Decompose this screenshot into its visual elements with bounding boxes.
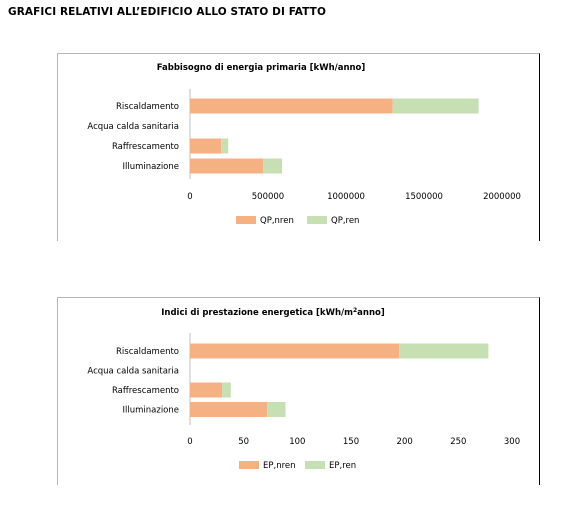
- legend-label: EP,nren: [263, 461, 296, 471]
- chart-energy-demand-frame: Fabbisogno di energia primaria [kWh/anno…: [57, 53, 540, 241]
- bar-ren: [399, 343, 489, 359]
- x-tick-label: 300: [504, 437, 520, 447]
- bar-nren: [190, 98, 393, 114]
- chart-energy-demand: Fabbisogno di energia primaria [kWh/anno…: [87, 63, 521, 226]
- x-tick-label: 1000000: [327, 192, 365, 202]
- category-label: Illuminazione: [123, 406, 180, 416]
- legend-label: QP,ren: [331, 216, 359, 226]
- x-tick-label: 250: [450, 437, 466, 447]
- bar-nren: [190, 138, 222, 154]
- legend-swatch: [307, 216, 327, 224]
- chart-title-end: anno]: [357, 308, 385, 318]
- x-tick-label: 0: [187, 192, 192, 202]
- legend-swatch: [305, 461, 325, 469]
- category-label: Acqua calda sanitaria: [87, 122, 179, 132]
- x-tick-label: 150: [343, 437, 359, 447]
- chart-title-superscript: 2: [353, 307, 357, 314]
- bar-nren: [190, 402, 268, 417]
- legend-label: EP,ren: [329, 461, 356, 471]
- bar-nren: [190, 343, 400, 359]
- x-tick-label: 500000: [252, 192, 284, 202]
- bar-ren: [392, 98, 479, 114]
- chart-performance-index-frame: Indici di prestazione energetica [kWh/m2…: [57, 297, 540, 485]
- chart-title: Indici di prestazione energetica [kWh/m2…: [161, 307, 385, 318]
- bar-ren: [222, 382, 231, 398]
- x-tick-label: 100: [289, 437, 305, 447]
- category-label: Riscaldamento: [116, 347, 179, 357]
- bar-ren: [267, 402, 286, 417]
- x-tick-label: 0: [187, 437, 192, 447]
- x-tick-label: 50: [238, 437, 249, 447]
- category-label: Raffrescamento: [112, 386, 179, 396]
- category-label: Illuminazione: [123, 162, 180, 172]
- bar-ren: [263, 158, 283, 174]
- bar-ren: [221, 138, 229, 154]
- x-tick-label: 1500000: [405, 192, 443, 202]
- legend-label: QP,nren: [260, 216, 294, 226]
- category-label: Raffrescamento: [112, 142, 179, 152]
- x-tick-label: 200: [397, 437, 413, 447]
- legend-swatch: [239, 461, 259, 469]
- page-heading: GRAFICI RELATIVI ALL’EDIFICIO ALLO STATO…: [8, 6, 326, 18]
- category-label: Acqua calda sanitaria: [87, 367, 179, 377]
- chart-title-main: Indici di prestazione energetica [kWh/m: [161, 308, 353, 318]
- x-tick-label: 2000000: [483, 192, 521, 202]
- chart-title: Fabbisogno di energia primaria [kWh/anno…: [157, 63, 366, 73]
- chart-performance-index: Indici di prestazione energetica [kWh/m2…: [87, 307, 520, 471]
- bar-nren: [190, 158, 264, 174]
- bar-nren: [190, 382, 223, 398]
- legend-swatch: [236, 216, 256, 224]
- category-label: Riscaldamento: [116, 102, 179, 112]
